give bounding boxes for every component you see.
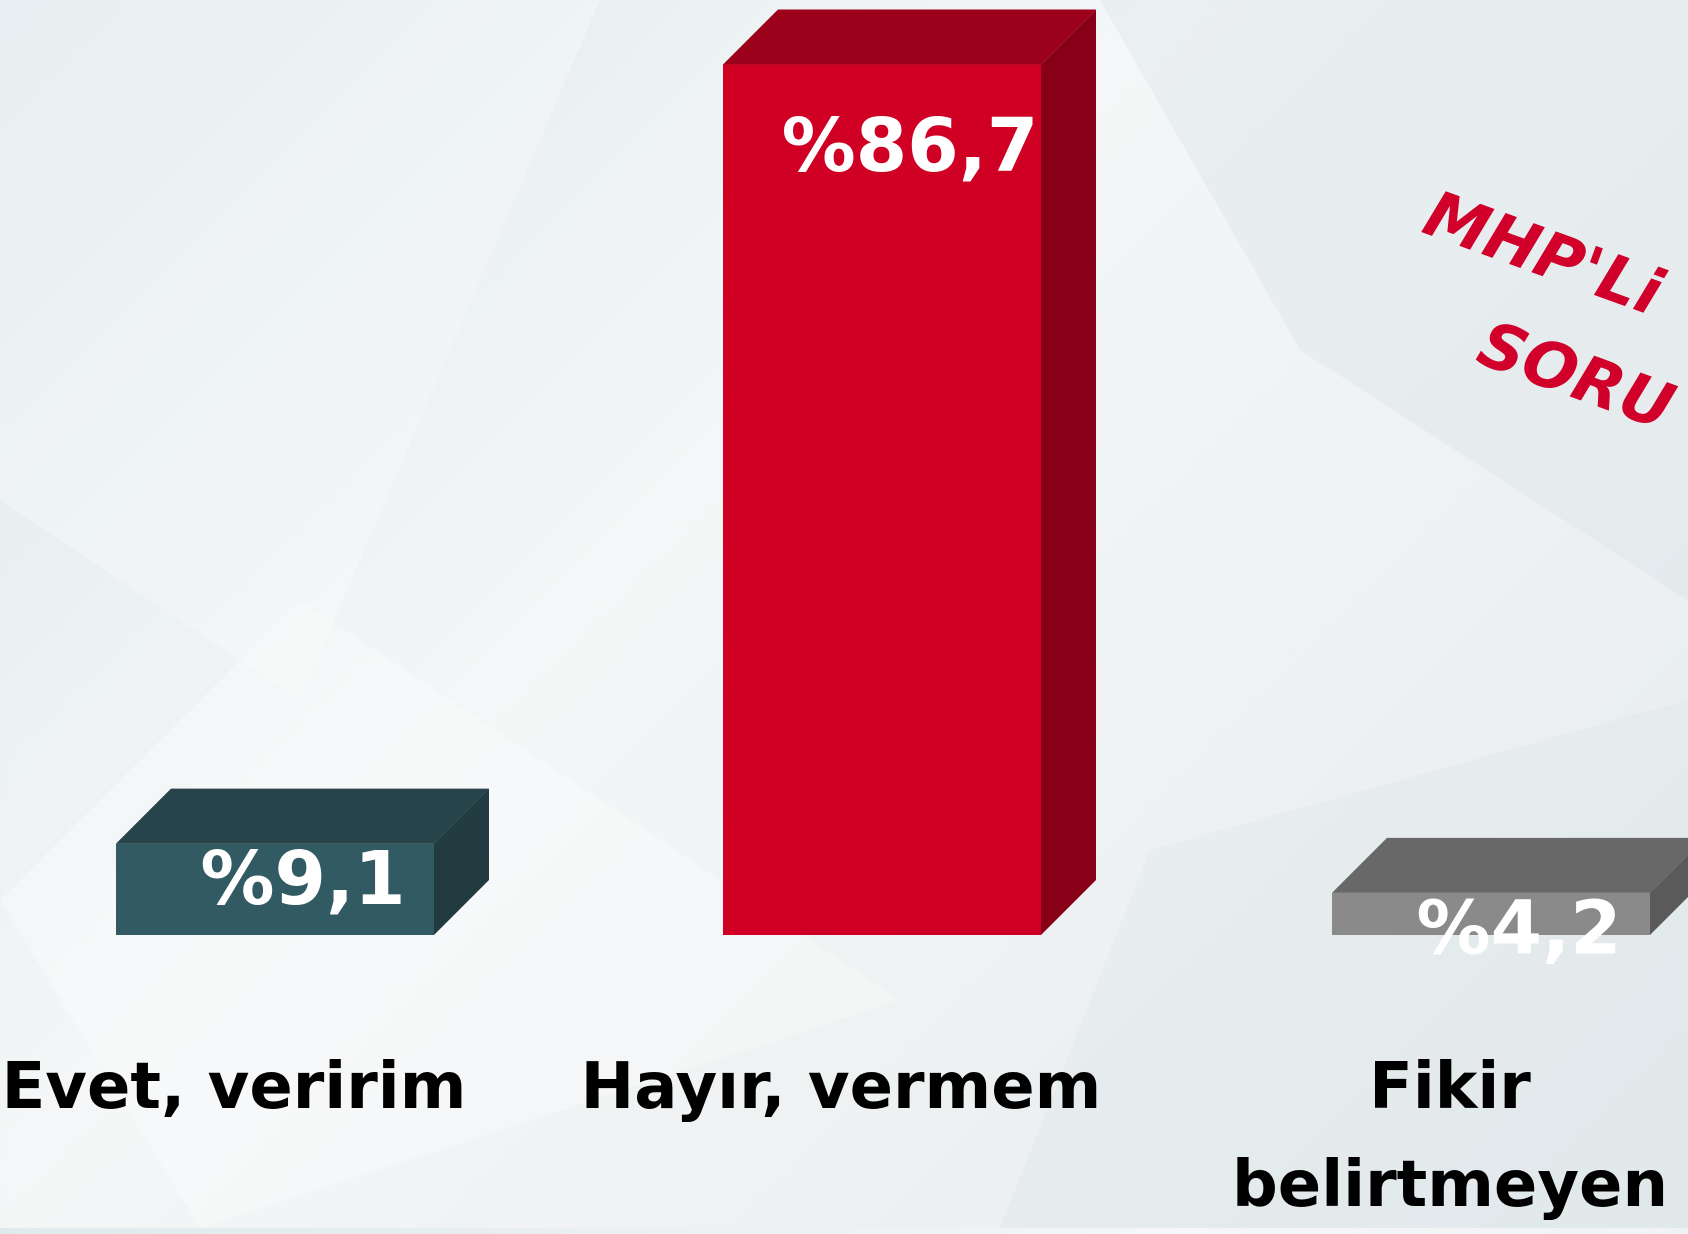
value-label: %4,2 bbox=[1416, 885, 1621, 971]
bar-top bbox=[116, 788, 489, 844]
bg-facet bbox=[0, 0, 600, 700]
bar bbox=[723, 64, 1041, 936]
value-label: %86,7 bbox=[782, 103, 1039, 189]
category-label: Fikir belirtmeyen bbox=[1231, 1050, 1669, 1222]
bg-facet bbox=[1000, 700, 1688, 1228]
bar-top bbox=[1332, 837, 1688, 893]
bg-facet bbox=[1100, 0, 1688, 600]
category-label: Evet, veririm bbox=[1, 1050, 467, 1124]
bar-side bbox=[1041, 9, 1096, 936]
bar-top bbox=[723, 9, 1096, 65]
bar-side bbox=[434, 788, 489, 935]
bar-side bbox=[1650, 854, 1688, 935]
bar bbox=[1332, 892, 1650, 935]
bar bbox=[116, 843, 434, 935]
category-label: Hayır, vermem bbox=[580, 1050, 1102, 1124]
value-label: %9,1 bbox=[200, 836, 405, 922]
